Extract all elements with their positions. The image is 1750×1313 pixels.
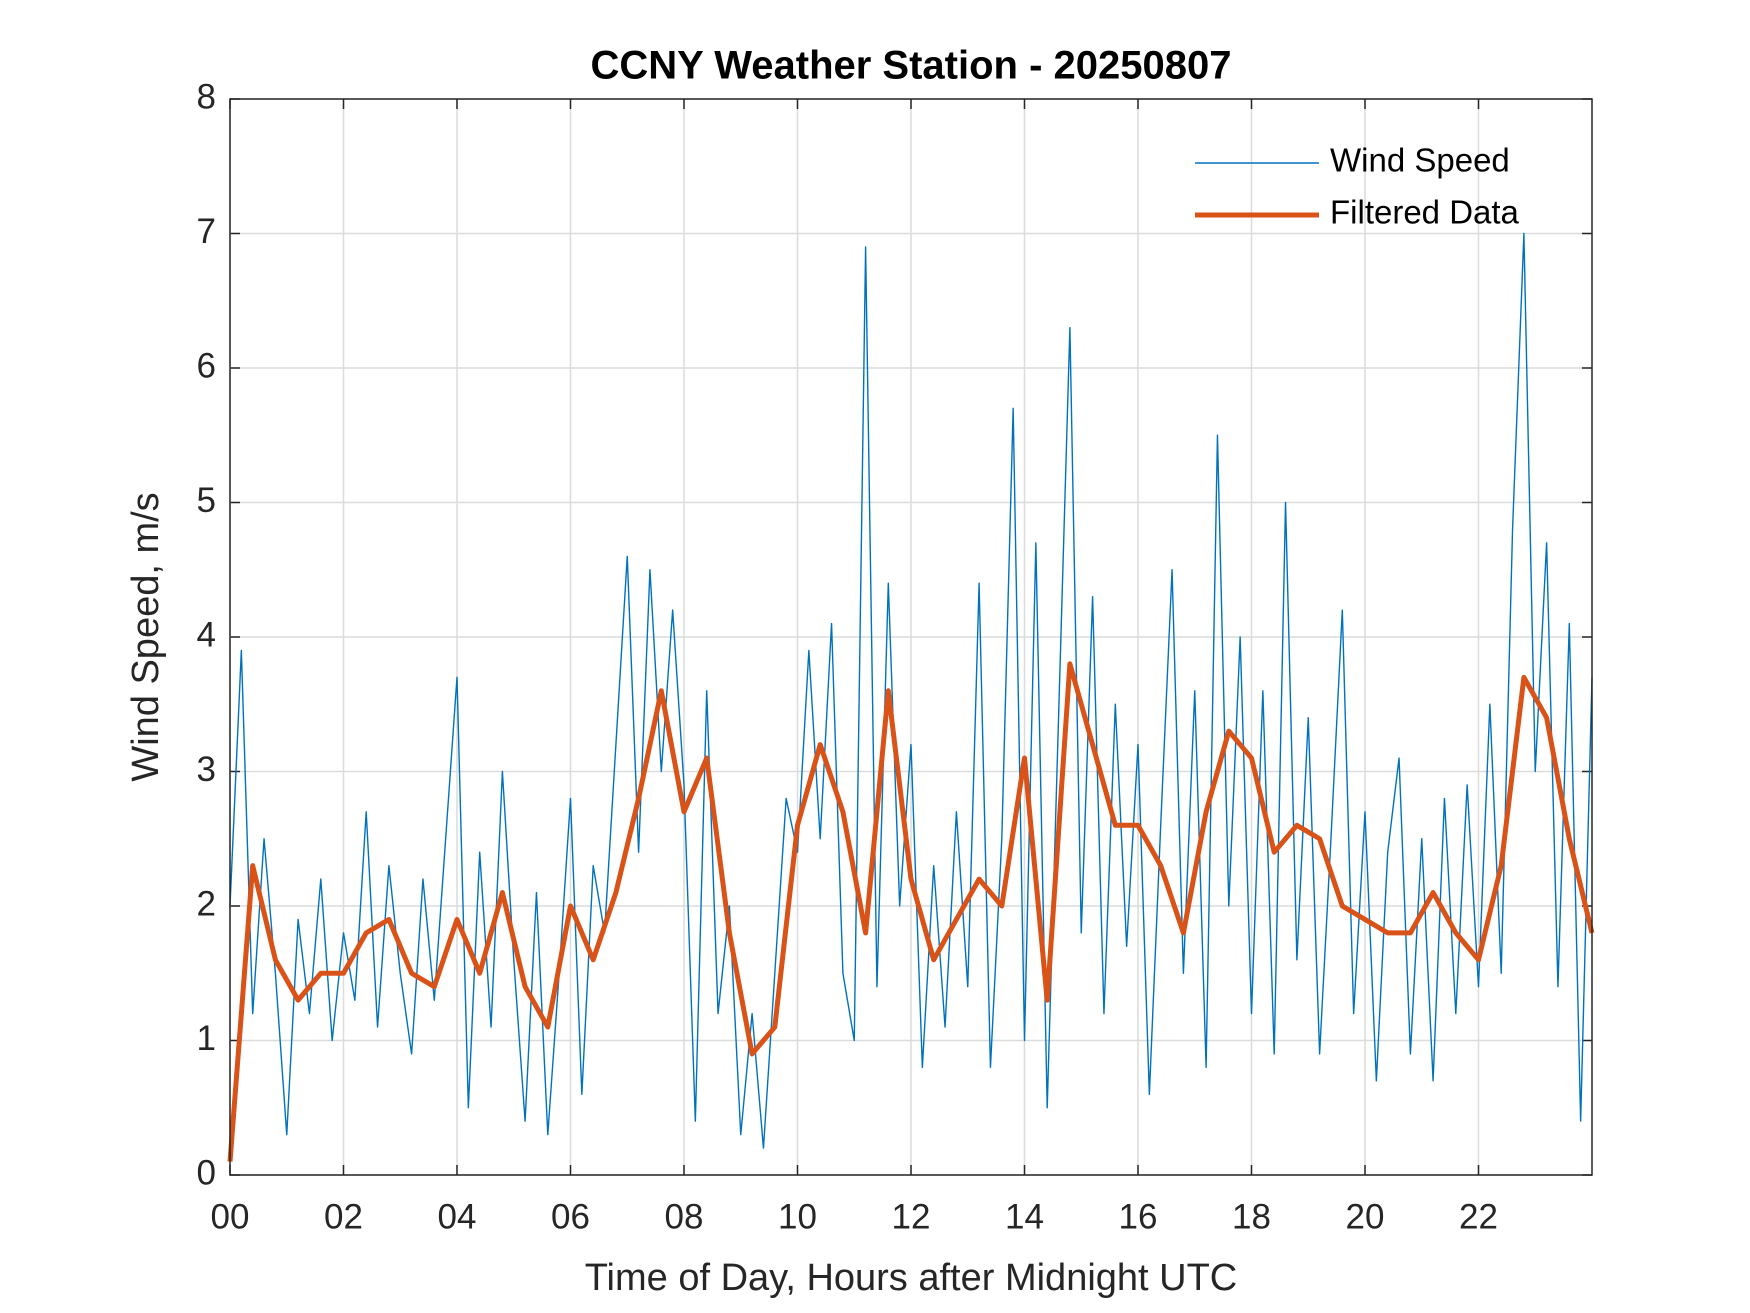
y-tick-label: 3	[197, 750, 216, 789]
y-tick-label: 4	[197, 615, 216, 654]
x-tick-label: 02	[324, 1197, 363, 1236]
x-tick-label: 00	[211, 1197, 250, 1236]
x-tick-label: 04	[438, 1197, 477, 1236]
y-axis-label: Wind Speed, m/s	[125, 492, 167, 781]
x-tick-label: 22	[1459, 1197, 1498, 1236]
x-tick-label: 12	[892, 1197, 931, 1236]
x-tick-label: 16	[1119, 1197, 1158, 1236]
x-tick-label: 06	[551, 1197, 590, 1236]
y-tick-label: 2	[197, 884, 216, 923]
y-tick-label: 8	[197, 77, 216, 116]
plot-frame	[229, 98, 1593, 1176]
y-tick-label: 5	[197, 481, 216, 520]
x-tick-label: 20	[1346, 1197, 1385, 1236]
x-tick-label: 18	[1232, 1197, 1271, 1236]
series-line	[229, 232, 1593, 1149]
x-tick-label: 14	[1005, 1197, 1044, 1236]
x-tick-label: 08	[665, 1197, 704, 1236]
legend-label: Filtered Data	[1330, 194, 1520, 231]
y-tick-label: 6	[197, 346, 216, 385]
series-line	[227, 661, 1595, 1162]
legend-label: Wind Speed	[1330, 142, 1510, 179]
x-tick-label: 10	[778, 1197, 817, 1236]
x-axis-label: Time of Day, Hours after Midnight UTC	[585, 1257, 1238, 1299]
y-tick-label: 1	[197, 1019, 216, 1058]
y-tick-label: 7	[197, 212, 216, 251]
y-tick-label: 0	[197, 1153, 216, 1192]
chart-title: CCNY Weather Station - 20250807	[591, 44, 1232, 88]
